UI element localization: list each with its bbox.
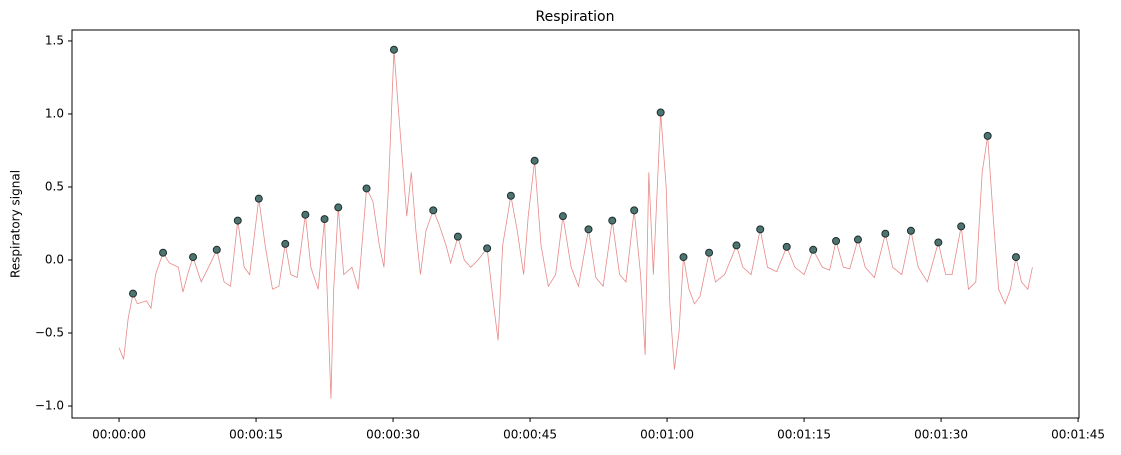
x-tick-label: 00:01:15 bbox=[777, 428, 831, 442]
x-tick-label: 00:00:30 bbox=[366, 428, 420, 442]
peak-marker bbox=[389, 45, 398, 54]
y-tick-label: 1.5 bbox=[45, 33, 64, 47]
peak-marker bbox=[281, 239, 290, 248]
x-tick-label: 00:00:45 bbox=[503, 428, 557, 442]
y-tick-label: −0.5 bbox=[35, 326, 64, 340]
x-tick-label: 00:00:00 bbox=[92, 428, 146, 442]
peak-marker bbox=[756, 225, 765, 234]
peak-marker bbox=[1011, 253, 1020, 262]
peak-marker bbox=[159, 248, 168, 257]
peak-marker bbox=[881, 229, 890, 238]
peak-marker bbox=[957, 222, 966, 231]
peak-marker bbox=[530, 156, 539, 165]
peak-marker bbox=[705, 248, 714, 257]
peak-marker bbox=[732, 241, 741, 250]
peak-marker bbox=[362, 184, 371, 193]
peak-marker bbox=[558, 212, 567, 221]
y-tick-label: 0.0 bbox=[45, 252, 64, 266]
peak-marker bbox=[608, 216, 617, 225]
plot-frame bbox=[71, 29, 1080, 419]
peak-marker bbox=[782, 242, 791, 251]
peak-marker bbox=[301, 210, 310, 219]
peak-marker bbox=[233, 216, 242, 225]
y-tick-label: 1.0 bbox=[45, 106, 64, 120]
x-tick-label: 00:01:45 bbox=[1051, 428, 1105, 442]
peak-marker bbox=[679, 253, 688, 262]
peak-marker bbox=[809, 245, 818, 254]
x-tick-label: 00:01:00 bbox=[640, 428, 694, 442]
peak-marker bbox=[453, 232, 462, 241]
peak-marker bbox=[853, 235, 862, 244]
peak-marker bbox=[320, 215, 329, 224]
peak-marker bbox=[630, 206, 639, 215]
chart-title: Respiration bbox=[536, 9, 615, 25]
peak-marker bbox=[584, 225, 593, 234]
peak-marker bbox=[483, 244, 492, 253]
x-tick-label: 00:00:15 bbox=[229, 428, 283, 442]
peak-marker bbox=[983, 131, 992, 140]
peak-marker bbox=[189, 253, 198, 262]
peak-marker bbox=[254, 194, 263, 203]
y-tick-label: −1.0 bbox=[35, 399, 64, 413]
peak-marker bbox=[656, 108, 665, 117]
peak-marker bbox=[129, 289, 138, 298]
peak-marker bbox=[506, 191, 515, 200]
peak-marker bbox=[832, 237, 841, 246]
peak-marker bbox=[212, 245, 221, 254]
y-tick-label: 0.5 bbox=[45, 179, 64, 193]
peak-marker bbox=[334, 203, 343, 212]
signal-line bbox=[118, 49, 1033, 399]
peak-marker bbox=[906, 226, 915, 235]
peak-marker bbox=[429, 206, 438, 215]
x-tick-label: 00:01:30 bbox=[914, 428, 968, 442]
peak-marker bbox=[934, 238, 943, 247]
y-axis-label: Respiratory signal bbox=[9, 170, 23, 278]
